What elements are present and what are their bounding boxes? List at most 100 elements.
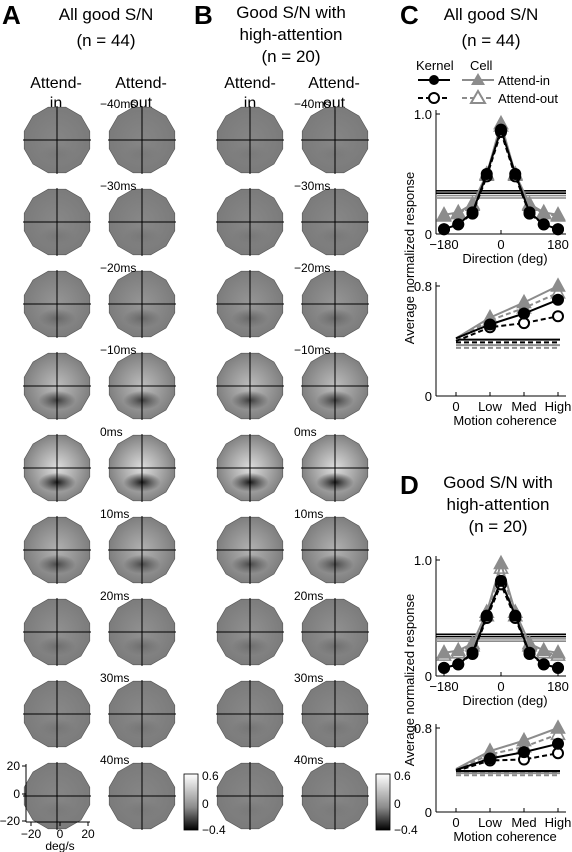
x-tick-label: High	[545, 399, 572, 414]
kernel-axis: 20 0 −20 −20 0 20 deg/s	[0, 759, 95, 852]
panel-d-n: (n = 20)	[468, 517, 527, 536]
x-tick-label: Low	[478, 399, 502, 414]
time-label: −30ms	[294, 179, 330, 193]
data-point	[438, 661, 450, 674]
kernel-disc	[108, 680, 176, 748]
kernel-x-tick-20: 20	[81, 827, 95, 841]
series-cell-attend-in	[455, 719, 566, 770]
time-label: −10ms	[294, 343, 330, 357]
time-label: −20ms	[294, 261, 330, 275]
data-point	[523, 206, 536, 219]
data-point	[516, 731, 532, 747]
panel-d-title-2: high-attention	[446, 495, 549, 514]
legend-kernel-out-marker	[428, 92, 440, 104]
kernel-y-tick-neg20: −20	[0, 814, 20, 828]
kernel-disc	[301, 270, 369, 338]
x-tick-label: 180	[547, 237, 569, 252]
data-point	[452, 658, 465, 671]
data-point	[518, 746, 530, 759]
data-point	[535, 203, 552, 219]
data-point	[537, 218, 550, 231]
kernel-grid: −40ms −40ms −30ms −30ms −20ms −20ms −10ms −10ms…	[23, 97, 369, 830]
kernel-disc	[23, 352, 91, 420]
series-kernel-attend-in	[438, 574, 564, 674]
data-point	[552, 737, 564, 750]
kernel-disc	[216, 270, 284, 338]
series-kernel-attend-in	[438, 123, 564, 236]
kernel-disc	[301, 188, 369, 256]
x-axis-label: Motion coherence	[453, 829, 556, 844]
time-label: −30ms	[100, 179, 136, 193]
y-tick-label: 0	[425, 227, 432, 242]
data-point	[550, 719, 566, 734]
data-point	[484, 752, 496, 765]
legend-kernel-in-marker	[429, 75, 439, 85]
x-axis-label: Direction (deg)	[462, 693, 547, 708]
data-point	[552, 223, 564, 236]
data-point	[436, 644, 452, 659]
x-tick-label: −180	[429, 679, 458, 694]
kernel-disc	[301, 434, 369, 502]
kernel-disc	[301, 352, 369, 420]
panel-b-title-2: high-attention	[239, 25, 342, 44]
x-tick-label: 0	[497, 679, 504, 694]
data-point	[523, 646, 536, 659]
colorbar-a-max: 0.6	[202, 769, 219, 783]
y-tick-label: 0	[425, 805, 432, 820]
data-point	[550, 277, 566, 292]
data-point	[550, 644, 566, 659]
kernel-disc	[23, 680, 91, 748]
legend-cell-title: Cell	[470, 58, 493, 73]
x-tick-label: 0	[452, 815, 459, 830]
kernel-x-tick-0: 0	[57, 827, 64, 841]
time-label: 40ms	[294, 753, 323, 767]
time-label: 20ms	[100, 589, 129, 603]
panel-c-n: (n = 44)	[461, 31, 520, 50]
data-point	[493, 554, 509, 570]
data-point	[450, 641, 467, 657]
col-b-attend-out-1: Attend-	[308, 75, 360, 92]
time-label: 30ms	[100, 671, 129, 685]
series-kernel-attend-in	[455, 293, 564, 340]
data-point	[452, 218, 465, 231]
data-point	[484, 318, 496, 331]
colorbar-a-mid: 0	[202, 797, 209, 811]
data-point	[438, 223, 450, 236]
colorbar-b-mid: 0	[394, 797, 401, 811]
x-tick-label: −180	[429, 237, 458, 252]
kernel-disc	[23, 434, 91, 502]
kernel-disc	[108, 598, 176, 666]
kernel-disc	[216, 516, 284, 584]
panel-b-n: (n = 20)	[261, 47, 320, 66]
kernel-disc	[216, 598, 284, 666]
time-label: 0ms	[100, 425, 123, 439]
kernel-disc	[108, 352, 176, 420]
time-label: 0ms	[294, 425, 317, 439]
panel-a-title: All good S/N	[59, 5, 154, 24]
panel-letter-c: C	[400, 0, 419, 30]
kernel-disc	[301, 680, 369, 748]
colorbar-b: 0.6 0 −0.4	[375, 769, 418, 837]
data-point	[518, 307, 530, 320]
colorbar-b-min: −0.4	[394, 823, 418, 837]
kernel-disc	[301, 762, 369, 830]
y-tick-label: 0.8	[414, 279, 432, 294]
kernel-disc	[301, 516, 369, 584]
kernel-disc	[23, 516, 91, 584]
y-tick-label: 1.0	[414, 107, 432, 122]
ylabel-c: Average normalized response	[402, 172, 417, 344]
panel-letter-b: B	[194, 0, 213, 30]
series-kernel-attend-out	[455, 310, 564, 342]
data-point	[537, 658, 550, 671]
panel-letter-a: A	[2, 0, 21, 30]
kernel-disc	[23, 106, 91, 174]
data-point	[552, 293, 564, 306]
data-point	[480, 609, 493, 622]
legend-kernel-title: Kernel	[416, 58, 454, 73]
col-a-attend-in-1: Attend-	[30, 75, 82, 92]
x-tick-label: 0	[452, 399, 459, 414]
kernel-disc	[23, 598, 91, 666]
